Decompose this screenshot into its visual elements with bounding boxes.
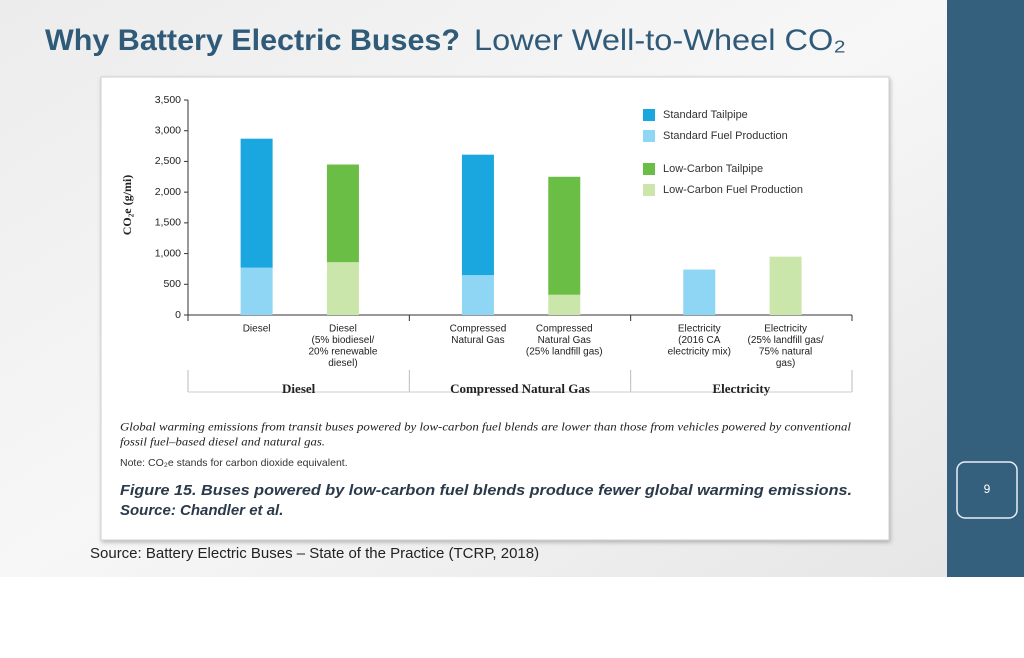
group-label: Compressed Natural Gas — [450, 381, 590, 396]
bar — [326, 164, 359, 263]
x-tick-label: (25% landfill gas) — [526, 347, 603, 358]
figure-caption: fossil fuel–based diesel and natural gas… — [120, 437, 325, 449]
x-tick-label: 75% natural — [759, 347, 812, 358]
figure-note: Note: CO₂e stands for carbon dioxide equ… — [120, 457, 348, 469]
slide-source: Source: Battery Electric Buses – State o… — [90, 545, 539, 562]
legend-label: Low-Carbon Fuel Production — [663, 184, 803, 196]
page-number: 9 — [984, 482, 991, 496]
x-tick-label: Electricity — [678, 324, 721, 335]
y-tick-label: 2,500 — [155, 155, 181, 167]
x-tick-label: Compressed — [536, 324, 593, 335]
x-tick-label: 20% renewable — [308, 347, 377, 358]
legend-swatch — [643, 109, 655, 121]
legend-label: Low-Carbon Tailpipe — [663, 163, 763, 175]
bar — [461, 275, 494, 315]
x-tick-label: (5% biodiesel/ — [312, 335, 375, 346]
x-tick-label: gas) — [776, 358, 795, 369]
bar — [240, 138, 273, 268]
figure-frame — [100, 76, 890, 541]
x-tick-label: Natural Gas — [451, 335, 504, 346]
legend-swatch — [643, 184, 655, 196]
figure-caption: Global warming emissions from transit bu… — [120, 422, 851, 434]
y-tick-label: 1,500 — [155, 217, 181, 229]
legend-swatch — [643, 130, 655, 142]
y-tick-label: 3,000 — [155, 124, 181, 136]
page-number-box — [956, 461, 1018, 519]
y-tick-label: 500 — [163, 278, 181, 290]
y-tick-label: 0 — [175, 309, 181, 321]
x-tick-label: Diesel — [329, 324, 357, 335]
bar — [769, 256, 802, 315]
side-bar — [947, 0, 1024, 577]
y-tick-label: 1,000 — [155, 247, 181, 259]
chart: 0 500 1,000 1,500 2,000 2,500 3,000 3,500 CO₂e (… — [120, 94, 853, 519]
x-tick-label: (2016 CA — [678, 335, 721, 346]
legend-swatch — [643, 163, 655, 175]
x-tick-label: (25% landfill gas/ — [748, 335, 824, 346]
slide-title: Why Battery Electric Buses? — [45, 24, 460, 57]
bar — [548, 294, 581, 315]
group-label: Electricity — [712, 381, 770, 396]
bar — [461, 154, 494, 276]
y-tick-label: 2,000 — [155, 186, 181, 198]
x-tick-label: diesel) — [328, 358, 357, 369]
y-axis-label: CO₂e (g/mi) — [120, 175, 134, 236]
x-tick-label: Compressed — [450, 324, 507, 335]
bar — [240, 267, 273, 315]
slide-subtitle: Lower Well-to-Wheel CO₂ — [474, 24, 846, 57]
group-label: Diesel — [282, 381, 316, 396]
x-tick-label: Electricity — [764, 324, 807, 335]
y-tick-label: 3,500 — [155, 94, 181, 106]
bar — [326, 262, 359, 315]
x-tick-label: Diesel — [243, 324, 271, 335]
bar — [683, 269, 716, 315]
x-tick-label: electricity mix) — [668, 347, 731, 358]
bar — [548, 176, 581, 295]
legend-label: Standard Fuel Production — [663, 130, 788, 142]
x-tick-label: Natural Gas — [538, 335, 591, 346]
figure-source: Source: Chandler et al. — [120, 502, 283, 519]
figure-title: Figure 15. Buses powered by low-carbon f… — [120, 482, 852, 499]
legend-label: Standard Tailpipe — [663, 109, 748, 121]
